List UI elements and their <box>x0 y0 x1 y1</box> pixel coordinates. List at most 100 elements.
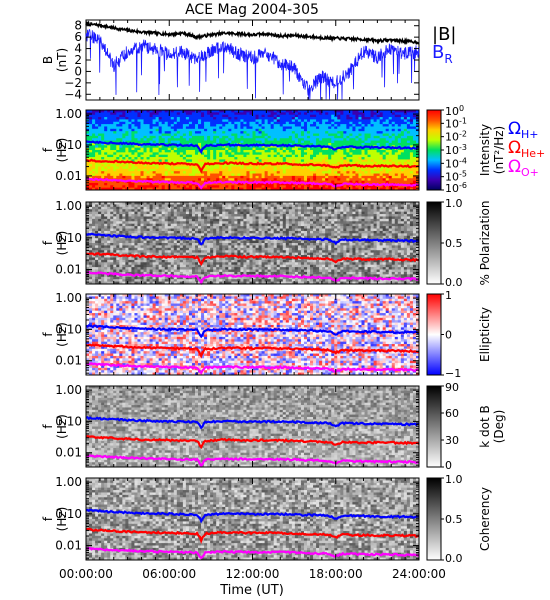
heatmap-cell <box>113 204 117 208</box>
heatmap-cell <box>346 128 350 132</box>
heatmap-cell <box>113 140 117 144</box>
heatmap-cell <box>201 175 205 179</box>
heatmap-cell <box>213 202 217 205</box>
heatmap-cell <box>294 117 299 120</box>
heatmap-cell <box>225 138 229 141</box>
heatmap-cell <box>306 124 311 127</box>
heatmap-cell <box>158 126 163 130</box>
heatmap-cell <box>101 145 105 149</box>
heatmap-cell <box>376 180 381 184</box>
heatmap-cell <box>198 157 202 160</box>
heatmap-cell <box>385 147 390 151</box>
heatmap-cell <box>364 110 368 113</box>
heatmap-cell <box>152 202 157 205</box>
heatmap-cell <box>343 157 347 160</box>
heatmap-cell <box>391 154 396 158</box>
heatmap-cell <box>155 178 160 181</box>
heatmap-cell <box>179 121 184 125</box>
heatmap-cell <box>149 164 153 167</box>
heatmap-cell <box>303 140 308 144</box>
heatmap-cell <box>343 166 347 170</box>
heatmap-cell <box>406 214 411 217</box>
heatmap-cell <box>385 133 390 137</box>
heatmap-cell <box>201 119 205 123</box>
heatmap-cell <box>207 202 211 205</box>
heatmap-cell <box>412 121 417 125</box>
heatmap-cell <box>370 178 374 181</box>
heatmap-cell <box>340 171 344 174</box>
heatmap-cell <box>122 124 126 127</box>
heatmap-cell <box>191 206 196 210</box>
heatmap-cell <box>219 157 223 160</box>
heatmap-cell <box>222 124 226 127</box>
heatmap-cell <box>322 180 326 184</box>
heatmap-cell <box>101 214 105 217</box>
heatmap-cell <box>155 185 160 189</box>
heatmap-cell <box>119 135 123 139</box>
heatmap-cell <box>198 206 202 210</box>
heatmap-cell <box>158 173 163 177</box>
heatmap-cell <box>379 175 384 179</box>
heatmap-cell <box>367 157 371 160</box>
heatmap-cell <box>264 126 269 130</box>
heatmap-cell <box>107 114 111 118</box>
heatmap-cell <box>158 216 163 220</box>
heatmap-cell <box>119 223 123 227</box>
heatmap-cell <box>158 138 163 141</box>
heatmap-cell <box>158 117 163 120</box>
heatmap-cell <box>128 126 132 130</box>
heatmap-cell <box>282 216 287 220</box>
heatmap-cell <box>261 145 266 149</box>
heatmap-cell <box>258 168 262 172</box>
heatmap-cell <box>370 128 374 132</box>
heatmap-cell <box>207 138 211 141</box>
heatmap-cell <box>134 117 138 120</box>
heatmap-cell <box>234 166 238 170</box>
heatmap-cell <box>128 110 132 113</box>
heatmap-cell <box>219 171 223 174</box>
heatmap-cell <box>285 142 290 146</box>
heatmap-cell <box>391 180 396 184</box>
heatmap-cell <box>303 112 308 116</box>
heatmap-cell <box>92 145 96 149</box>
heatmap-cell <box>349 175 353 179</box>
heatmap-cell <box>255 173 259 177</box>
heatmap-cell <box>110 173 114 177</box>
heatmap-cell <box>167 124 172 127</box>
heatmap-cell <box>101 182 105 186</box>
heatmap-cell <box>409 117 414 120</box>
heatmap-cell <box>346 178 350 181</box>
heatmap-cell <box>297 112 302 116</box>
heatmap-cell <box>355 161 359 165</box>
heatmap-cell <box>340 154 344 158</box>
y-tick-label: 6 <box>74 30 82 44</box>
heatmap-cell <box>270 128 275 132</box>
heatmap-cell <box>125 128 129 132</box>
heatmap-cell <box>382 119 387 123</box>
heatmap-cell <box>237 221 241 225</box>
heatmap-cell <box>316 133 320 137</box>
heatmap-cell <box>182 182 187 186</box>
heatmap-cell <box>101 171 105 174</box>
heatmap-cell <box>400 128 405 132</box>
heatmap-cell <box>164 150 169 153</box>
heatmap-cell <box>282 178 287 181</box>
heatmap-cell <box>173 214 178 217</box>
heatmap-cell <box>140 150 144 153</box>
heatmap-cell <box>346 209 350 213</box>
heatmap-cell <box>273 175 278 179</box>
heatmap-cell <box>131 216 135 220</box>
heatmap-cell <box>155 221 160 225</box>
heatmap-cell <box>176 202 181 205</box>
heatmap-cell <box>240 126 244 130</box>
heatmap-cell <box>98 204 102 208</box>
heatmap-cell <box>213 154 217 158</box>
heatmap-cell <box>325 209 329 213</box>
heatmap-cell <box>282 114 287 118</box>
heatmap-cell <box>134 166 138 170</box>
heatmap-cell <box>119 180 123 184</box>
heatmap-cell <box>270 114 275 118</box>
heatmap-cell <box>355 204 359 208</box>
heatmap-cell <box>325 180 329 184</box>
heatmap-cell <box>104 147 108 151</box>
